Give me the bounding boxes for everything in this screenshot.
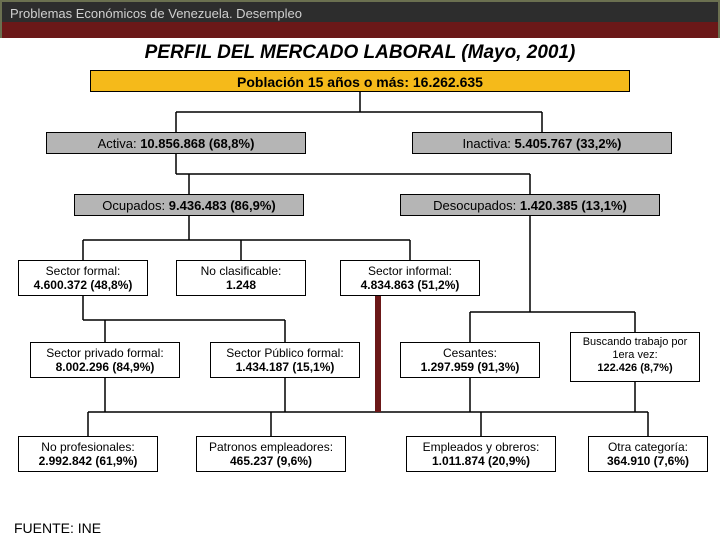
formal-label: Sector formal: (46, 264, 121, 278)
patronos-value: 465.237 (9,6%) (230, 454, 312, 468)
noprof-value: 2.992.842 (61,9%) (39, 454, 138, 468)
node-empleados-obreros: Empleados y obreros:1.011.874 (20,9%) (406, 436, 556, 472)
diagram-content: PERFIL DEL MERCADO LABORAL (Mayo, 2001) … (0, 42, 720, 544)
node-inactiva: Inactiva: 5.405.767 (33,2%) (412, 132, 672, 154)
informal-value: 4.834.863 (51,2%) (361, 278, 460, 292)
root-value: 16.262.635 (413, 74, 483, 90)
buscando-value: 122.426 (8,7%) (597, 362, 672, 374)
node-no-clasificable: No clasificable:1.248 (176, 260, 306, 296)
publico-value: 1.434.187 (15,1%) (236, 360, 335, 374)
buscando-label: Buscando trabajo por 1era vez: (583, 336, 688, 361)
ocupados-value: 9.436.483 (86,9%) (169, 198, 276, 213)
publico-label: Sector Público formal: (226, 346, 343, 360)
node-otra-categoria: Otra categoría:364.910 (7,6%) (588, 436, 708, 472)
source-label: FUENTE: INE (14, 520, 101, 536)
activa-label: Activa: (98, 136, 141, 151)
header-title: Problemas Económicos de Venezuela. Desem… (10, 6, 302, 21)
node-root: Población 15 años o más: 16.262.635 (90, 70, 630, 92)
activa-value: 10.856.868 (68,8%) (140, 136, 254, 151)
patronos-label: Patronos empleadores: (209, 440, 333, 454)
emplobr-label: Empleados y obreros: (423, 440, 540, 454)
privado-label: Sector privado formal: (46, 346, 163, 360)
otra-value: 364.910 (7,6%) (607, 454, 689, 468)
node-buscando-trabajo: Buscando trabajo por 1era vez:122.426 (8… (570, 332, 700, 382)
node-sector-formal: Sector formal:4.600.372 (48,8%) (18, 260, 148, 296)
desocupados-label: Desocupados: (433, 198, 520, 213)
emplobr-value: 1.011.874 (20,9%) (432, 454, 530, 468)
node-ocupados: Ocupados: 9.436.483 (86,9%) (74, 194, 304, 216)
privado-value: 8.002.296 (84,9%) (56, 360, 155, 374)
node-activa: Activa: 10.856.868 (68,8%) (46, 132, 306, 154)
cesantes-label: Cesantes: (443, 346, 497, 360)
desocupados-value: 1.420.385 (13,1%) (520, 198, 627, 213)
header-accent-bar (2, 22, 718, 38)
otra-label: Otra categoría: (608, 440, 688, 454)
node-cesantes: Cesantes:1.297.959 (91,3%) (400, 342, 540, 378)
inactiva-label: Inactiva: (463, 136, 515, 151)
slide-header: Problemas Económicos de Venezuela. Desem… (0, 0, 720, 38)
noclasif-value: 1.248 (226, 278, 256, 292)
noclasif-label: No clasificable: (201, 264, 282, 278)
node-sector-privado: Sector privado formal:8.002.296 (84,9%) (30, 342, 180, 378)
inactiva-value: 5.405.767 (33,2%) (515, 136, 622, 151)
root-label: Población 15 años o más: (237, 74, 413, 90)
ocupados-label: Ocupados: (102, 198, 169, 213)
node-sector-informal: Sector informal:4.834.863 (51,2%) (340, 260, 480, 296)
node-patronos: Patronos empleadores:465.237 (9,6%) (196, 436, 346, 472)
formal-value: 4.600.372 (48,8%) (34, 278, 133, 292)
node-sector-publico: Sector Público formal:1.434.187 (15,1%) (210, 342, 360, 378)
main-title: PERFIL DEL MERCADO LABORAL (Mayo, 2001) (0, 42, 720, 64)
informal-label: Sector informal: (368, 264, 452, 278)
node-no-profesionales: No profesionales:2.992.842 (61,9%) (18, 436, 158, 472)
cesantes-value: 1.297.959 (91,3%) (421, 360, 520, 374)
noprof-label: No profesionales: (41, 440, 134, 454)
node-desocupados: Desocupados: 1.420.385 (13,1%) (400, 194, 660, 216)
